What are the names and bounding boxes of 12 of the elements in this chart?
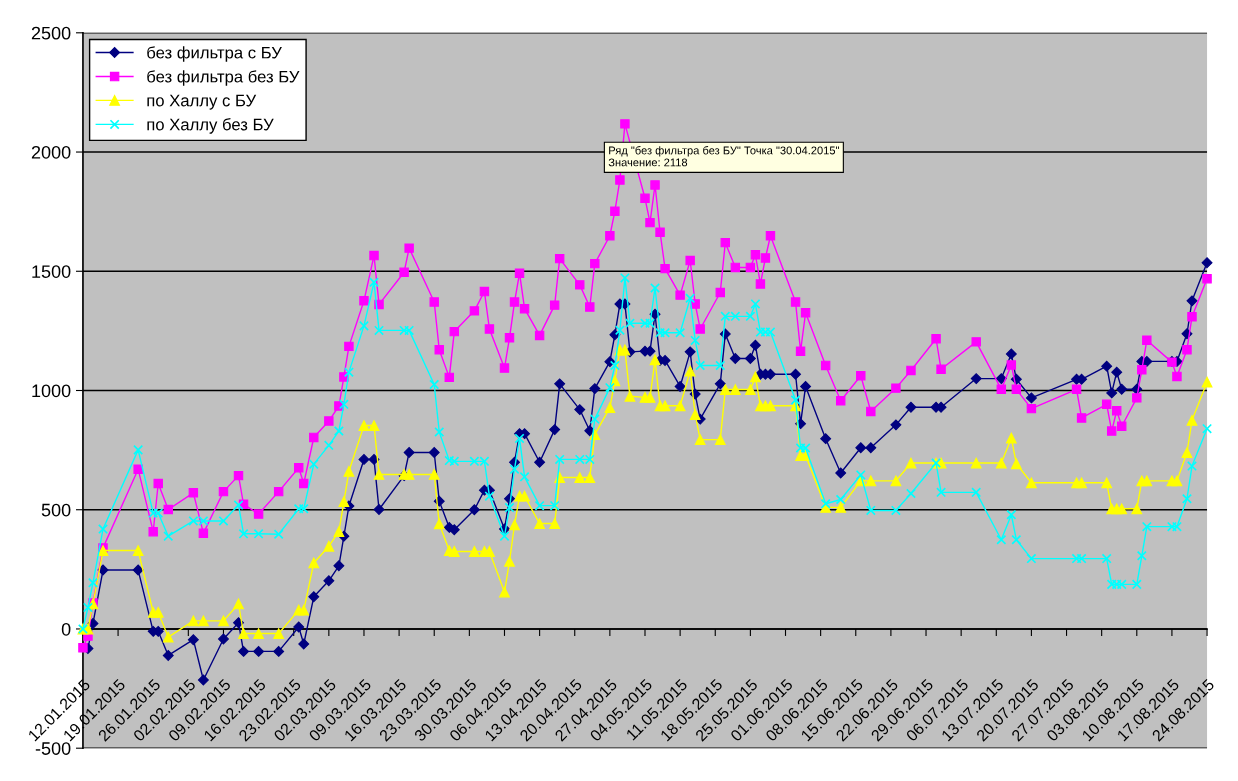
legend-label: по Халлу без БУ — [147, 118, 274, 134]
y-tick-label: 500 — [41, 503, 71, 517]
y-tick-label: 1000 — [32, 384, 71, 398]
legend-label: без фильтра без БУ — [147, 70, 300, 86]
y-tick-label: 1500 — [32, 265, 71, 278]
legend-label: по Халлу с БУ — [147, 94, 257, 110]
y-tick-label: 0 — [61, 622, 71, 636]
y-tick-label: 2000 — [31, 145, 71, 159]
legend-label: без фильтра с БУ — [147, 46, 282, 62]
y-tick-label: -500 — [35, 742, 71, 755]
y-tick-label: 2500 — [31, 26, 71, 40]
annotation: Ряд "без фильтра без БУ" Точка "30.04.2015" Значение: 2118 — [608, 146, 839, 167]
